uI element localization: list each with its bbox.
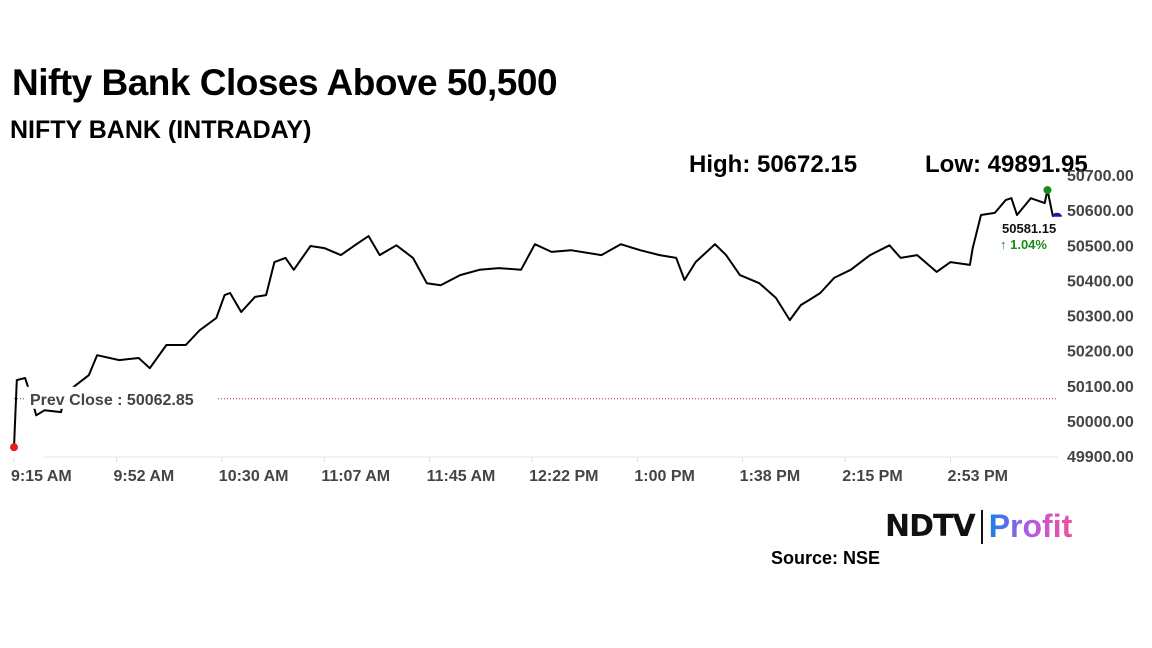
last-value-label: 50581.15: [1002, 221, 1056, 236]
y-tick-label: 50600.00: [1067, 203, 1134, 220]
change-label: ↑ 1.04%: [1000, 237, 1047, 252]
logo-profit: Profit: [988, 508, 1073, 544]
x-tick-label: 2:53 PM: [947, 468, 1007, 485]
logo-divider: [980, 509, 983, 544]
price-line: [13, 189, 1054, 448]
logo-ndtv: NDTV: [885, 509, 976, 544]
y-tick-label: 50300.00: [1067, 309, 1134, 326]
y-tick-label: 50200.00: [1067, 344, 1134, 361]
last-marker: [1052, 212, 1062, 217]
y-tick-label: 50100.00: [1067, 379, 1134, 396]
y-tick-label: 49900.00: [1067, 449, 1134, 466]
y-tick-label: 50700.00: [1067, 168, 1134, 185]
x-tick-label: 11:45 AM: [427, 468, 496, 485]
low-label: Low: 49891.95: [925, 151, 1088, 178]
chart-title: Nifty Bank Closes Above 50,500: [12, 62, 558, 103]
prev-close-label: Prev Close : 50062.85: [30, 392, 194, 409]
x-tick-label: 10:30 AM: [219, 468, 289, 485]
x-tick-label: 11:07 AM: [321, 468, 390, 485]
high-label: High: 50672.15: [689, 151, 858, 178]
x-tick-label: 9:15 AM: [11, 468, 72, 485]
ndtv-profit-logo: NDTV Profit: [885, 508, 1072, 545]
prev-close-label-bg: [26, 386, 216, 409]
x-tick-label: 2:15 PM: [842, 468, 902, 485]
y-tick-label: 50500.00: [1067, 238, 1134, 255]
y-tick-label: 50400.00: [1067, 273, 1134, 290]
x-tick-label: 1:00 PM: [634, 468, 694, 485]
x-tick-label: 1:38 PM: [740, 468, 800, 485]
chart-subtitle: NIFTY BANK (INTRADAY): [10, 116, 312, 144]
x-tick-label: 12:22 PM: [529, 468, 598, 485]
high-marker: [1043, 186, 1052, 195]
low-marker: [10, 443, 18, 452]
y-tick-label: 50000.00: [1067, 414, 1134, 431]
x-tick-label: 9:52 AM: [114, 468, 175, 485]
source-note: Source: NSE: [771, 548, 881, 568]
